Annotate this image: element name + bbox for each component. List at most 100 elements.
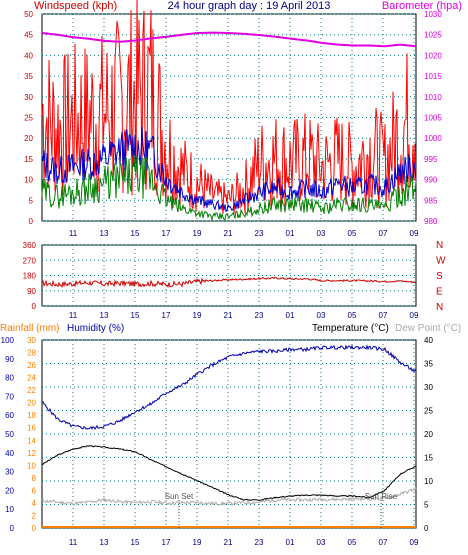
compass-label: W: [436, 256, 446, 267]
direction-tick-label: 180: [23, 272, 37, 281]
wind-time-tick-label: 17: [162, 229, 171, 238]
direction-time-tick-label: 13: [100, 311, 109, 320]
windspeed-tick-label: 15: [24, 155, 33, 164]
direction-tick-label: 360: [23, 241, 37, 250]
rainfall-tick-label: 14: [27, 436, 36, 445]
temperature-time-tick-label: 23: [255, 538, 264, 547]
wind-minimum-line: [41, 154, 417, 222]
direction-tick-label: 90: [27, 287, 36, 296]
humidity-tick-label: 10: [5, 505, 14, 514]
rainfall-tick-label: 2: [32, 511, 37, 520]
temperature-tick-label: 25: [424, 407, 433, 416]
barometer-tick-label: 1020: [424, 51, 442, 60]
humidity-axis: 0 10 20 30 40 50 60 70 80 90 100: [1, 336, 15, 533]
barometer-tick-label: 1015: [424, 72, 442, 81]
wind-time-tick-label: 23: [255, 229, 264, 238]
barometer-tick-label: 1000: [424, 134, 442, 143]
direction-time-tick-label: 01: [286, 311, 295, 320]
direction-time-tick-label: 15: [131, 311, 140, 320]
rainfall-tick-label: 4: [32, 499, 37, 508]
direction-time-tick-label: 09: [410, 311, 419, 320]
humidity-line: [41, 344, 417, 430]
wind-gust-line: [41, 0, 417, 215]
direction-time-tick-label: 11: [69, 311, 78, 320]
temperature-axis: 0 5 10 15 20 25 30 35 40: [424, 336, 433, 533]
direction-series: [41, 276, 417, 289]
humidity-tick-label: 40: [5, 449, 14, 458]
humidity-tick-label: 90: [5, 355, 14, 364]
windspeed-tick-label: 30: [24, 93, 33, 102]
barometer-line: [41, 31, 417, 48]
wind-average-line: [41, 126, 417, 213]
direction-time-tick-label: 05: [348, 311, 357, 320]
windspeed-tick-label: 10: [24, 176, 33, 185]
temperature-time-tick-label: 03: [317, 538, 326, 547]
direction-time-tick-label: 07: [379, 311, 388, 320]
direction-time-tick-label: 17: [162, 311, 171, 320]
chart-title: 24 hour graph day : 19 April 2013: [168, 0, 331, 12]
humidity-tick-label: 100: [1, 336, 15, 345]
sun-set-label: Sun Set: [165, 492, 194, 501]
humidity-tick-label: 70: [5, 392, 14, 401]
barometer-tick-label: 985: [424, 196, 438, 205]
wind-series: [41, 0, 417, 222]
temperature-time-tick-label: 01: [286, 538, 295, 547]
rainfall-tick-label: 26: [27, 361, 36, 370]
humidity-tick-label: 0: [10, 524, 15, 533]
rainfall-tick-label: 28: [27, 349, 36, 358]
humidity-tick-label: 60: [5, 411, 14, 420]
windspeed-tick-label: 35: [24, 72, 33, 81]
humidity-label: Humidity (%): [67, 323, 124, 334]
barometer-tick-label: 1005: [424, 114, 442, 123]
windspeed-axis: 0 5 10 15 20 25 30 35 40 45 50: [24, 10, 33, 226]
wind-time-tick-label: 11: [69, 229, 78, 238]
temperature-tick-label: 35: [424, 360, 433, 369]
temperature-time-tick-label: 05: [348, 538, 357, 547]
rainfall-tick-label: 22: [27, 386, 36, 395]
rainfall-tick-label: 20: [27, 399, 36, 408]
humidity-tick-label: 80: [5, 374, 14, 383]
rainfall-tick-label: 18: [27, 411, 36, 420]
windspeed-tick-label: 25: [24, 114, 33, 123]
direction-tick-label: 270: [23, 256, 37, 265]
wind-time-tick-label: 09: [410, 229, 419, 238]
compass-label: N: [436, 240, 443, 251]
humidity-tick-label: 30: [5, 468, 14, 477]
windspeed-tick-label: 45: [24, 31, 33, 40]
rainfall-tick-label: 6: [32, 486, 37, 495]
rainfall-label: Rainfall (mm): [0, 323, 59, 334]
rainfall-tick-label: 0: [32, 524, 37, 533]
temperature-time-tick-label: 13: [100, 538, 109, 547]
rainfall-tick-label: 24: [27, 374, 36, 383]
wind-time-tick-label: 19: [193, 229, 202, 238]
temperature-label: Temperature (°C): [312, 323, 389, 334]
direction-time-tick-label: 03: [317, 311, 326, 320]
dewpoint-label: Dew Point (°C): [395, 323, 461, 334]
temperature-grid: [42, 339, 416, 529]
humidity-tick-label: 50: [5, 430, 14, 439]
rainfall-tick-label: 10: [27, 461, 36, 470]
temperature-series: [41, 344, 417, 528]
direction-tick-label: 0: [32, 302, 37, 311]
wind-time-axis: 11 13 15 17 19 21 23 01 03 05 07 09: [69, 229, 419, 238]
temperature-time-tick-label: 09: [410, 538, 419, 547]
panel-direction-bg: [41, 244, 417, 307]
temperature-tick-label: 20: [424, 430, 433, 439]
rainfall-tick-label: 8: [32, 474, 37, 483]
windspeed-tick-label: 50: [24, 10, 33, 19]
compass-label: S: [436, 271, 443, 282]
temperature-tick-label: 10: [424, 477, 433, 486]
wind-direction-line: [41, 276, 417, 289]
temperature-tick-label: 30: [424, 383, 433, 392]
compass-label: E: [436, 287, 443, 298]
rainfall-tick-label: 30: [27, 336, 36, 345]
wind-time-tick-label: 15: [131, 229, 140, 238]
barometer-axis: 980 985 990 995 1000 1005 1010 1015 1020 1025 1030: [424, 10, 442, 226]
temperature-tick-label: 15: [424, 454, 433, 463]
temperature-time-tick-label: 11: [69, 538, 78, 547]
wind-time-tick-label: 03: [317, 229, 326, 238]
direction-time-tick-label: 21: [224, 311, 233, 320]
